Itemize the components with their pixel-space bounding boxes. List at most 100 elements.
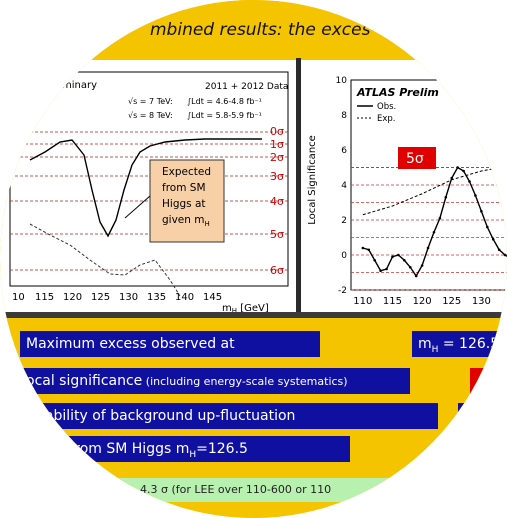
right-y-tick: 4 <box>341 181 347 191</box>
observed-point <box>480 209 483 213</box>
observed-point <box>485 225 489 229</box>
observed-point <box>420 264 424 267</box>
sigma-label-0: 0σ <box>270 125 284 138</box>
row-background-probability: bability of background up-fluctuation <box>30 403 438 429</box>
sigma-label-6: 6σ <box>270 264 284 277</box>
right-y-tick: -2 <box>338 286 347 296</box>
right-y-tick: 2 <box>341 216 347 226</box>
observed-point <box>468 180 471 183</box>
left-x-tick: 120 <box>63 292 82 303</box>
annotation-line-4: given mH <box>162 214 210 228</box>
observed-point <box>391 255 394 259</box>
horizontal-divider <box>0 312 507 318</box>
left-x-tick: 10 <box>12 292 25 303</box>
row-mass-value: mH = 126.5 <box>412 331 507 357</box>
left-chart: 0σ 1σ 2σ 3σ 4σ 5σ 6σ minary 2011 + 2012 … <box>9 71 289 315</box>
row-local-significance-note: (including energy-scale systematics) <box>142 375 348 388</box>
right-y-tick: 0 <box>341 251 347 261</box>
left-x-tick: 130 <box>119 292 138 303</box>
legend-obs-label: Obs. <box>377 102 396 112</box>
observed-point <box>462 169 465 173</box>
observed-point <box>426 246 430 250</box>
left-plot-frame <box>9 71 289 287</box>
row-local-significance: ocal significance (including energy-scal… <box>20 368 410 394</box>
observed-point <box>367 248 371 252</box>
observed-point <box>373 258 377 262</box>
row-background-probability-value <box>458 403 507 429</box>
series-observed-line <box>362 166 507 278</box>
right-y-tick: 10 <box>336 76 348 86</box>
row-expected-sm-val: =126.5 <box>196 441 248 457</box>
right-y-ticks: -2 0 2 4 6 8 10 <box>336 76 348 296</box>
right-x-tick: 130 <box>472 296 491 307</box>
slide-title: mbined results: the exces <box>150 20 371 40</box>
observed-point <box>497 248 501 252</box>
left-x-label: mH [GeV] <box>222 303 269 312</box>
vertical-divider <box>296 58 301 314</box>
sigma-label-2: 2σ <box>270 151 284 164</box>
observed-point <box>432 230 436 234</box>
left-x-tick: 145 <box>203 292 222 303</box>
right-sigma-lines <box>351 167 507 291</box>
row-max-excess-text: Maximum excess observed at <box>26 336 235 352</box>
sigma-label-4: 4σ <box>270 195 284 208</box>
right-chart-panel: Local Significance -2 0 2 4 6 8 10 110 115 120 12… <box>301 60 507 312</box>
right-x-tick: 110 <box>353 296 372 307</box>
observed-point <box>491 237 495 241</box>
title-bar: mbined results: the exces <box>0 0 507 58</box>
series-observed-points <box>361 166 507 278</box>
annotation-line-1: Expected <box>162 166 211 178</box>
annotation-arrow <box>124 195 151 219</box>
row-max-excess: Maximum excess observed at <box>20 331 320 357</box>
row-expected-sm: d from SM Higgs mH=126.5 <box>50 436 350 462</box>
sigma-label-1: 1σ <box>270 138 284 151</box>
observed-point <box>450 176 454 180</box>
observed-point <box>361 246 365 250</box>
right-y-tick: 6 <box>341 146 347 156</box>
right-x-ticks: 110 115 120 125 130 <box>353 296 491 307</box>
right-x-tick: 120 <box>413 296 432 307</box>
left-expected-curve <box>29 223 181 297</box>
left-prelim-text: minary <box>62 80 97 91</box>
right-chart-title: ATLAS Prelim <box>356 86 439 99</box>
mass-symbol: m <box>418 336 432 352</box>
row-expected-sm-text: d from SM Higgs m <box>56 441 190 457</box>
annotation-box <box>149 159 225 243</box>
sigma-label-5: 5σ <box>270 228 284 241</box>
left-x-tick: 125 <box>91 292 110 303</box>
annotation-line-2: from SM <box>162 182 206 194</box>
row-local-significance-text: ocal significance <box>26 373 143 389</box>
left-observed-curve <box>29 138 262 238</box>
observed-point <box>474 194 477 197</box>
observed-point <box>397 253 400 257</box>
left-line2-lumi: ∫Ldt = 5.8-5.9 fb⁻¹ <box>187 111 262 120</box>
left-line2-energy: √s = 8 TeV: <box>128 111 173 120</box>
row-expected-sm-sub: H <box>189 449 197 460</box>
observed-point <box>456 166 459 169</box>
series-expected-line <box>362 165 507 216</box>
left-legend-header: 2011 + 2012 Data <box>205 82 288 92</box>
left-x-ticks: 10 115 120 125 130 135 140 145 <box>12 292 222 303</box>
right-chart: Local Significance -2 0 2 4 6 8 10 110 115 120 12… <box>307 76 507 307</box>
five-sigma-badge <box>398 147 436 169</box>
left-chart-panel: 0σ 1σ 2σ 3σ 4σ 5σ 6σ minary 2011 + 2012 … <box>0 60 296 315</box>
observed-point <box>444 195 448 199</box>
sigma-label-3: 3σ <box>270 170 284 183</box>
legend-exp-label: Exp. <box>377 114 396 124</box>
mass-value: = 126.5 <box>438 336 500 352</box>
observed-point <box>503 253 507 257</box>
left-line1-energy: √s = 7 TeV: <box>128 97 173 106</box>
right-y-tick: 8 <box>341 111 347 121</box>
observed-point <box>403 258 406 262</box>
observed-point <box>408 265 412 269</box>
global-significance-bar: 4.3 σ (for LEE over 110-600 or 110 <box>60 478 480 502</box>
row-background-probability-text: bability of background up-fluctuation <box>36 408 296 424</box>
right-x-tick: 115 <box>383 296 402 307</box>
sigma-lines <box>10 131 288 271</box>
observed-point <box>414 274 418 278</box>
local-significance-value: 5 <box>470 368 507 394</box>
left-line1-lumi: ∫Ldt = 4.6-4.8 fb⁻¹ <box>187 97 262 106</box>
observed-point <box>379 269 382 273</box>
